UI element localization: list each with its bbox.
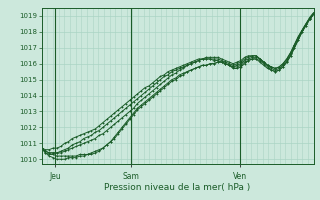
X-axis label: Pression niveau de la mer( hPa ): Pression niveau de la mer( hPa ) (104, 183, 251, 192)
